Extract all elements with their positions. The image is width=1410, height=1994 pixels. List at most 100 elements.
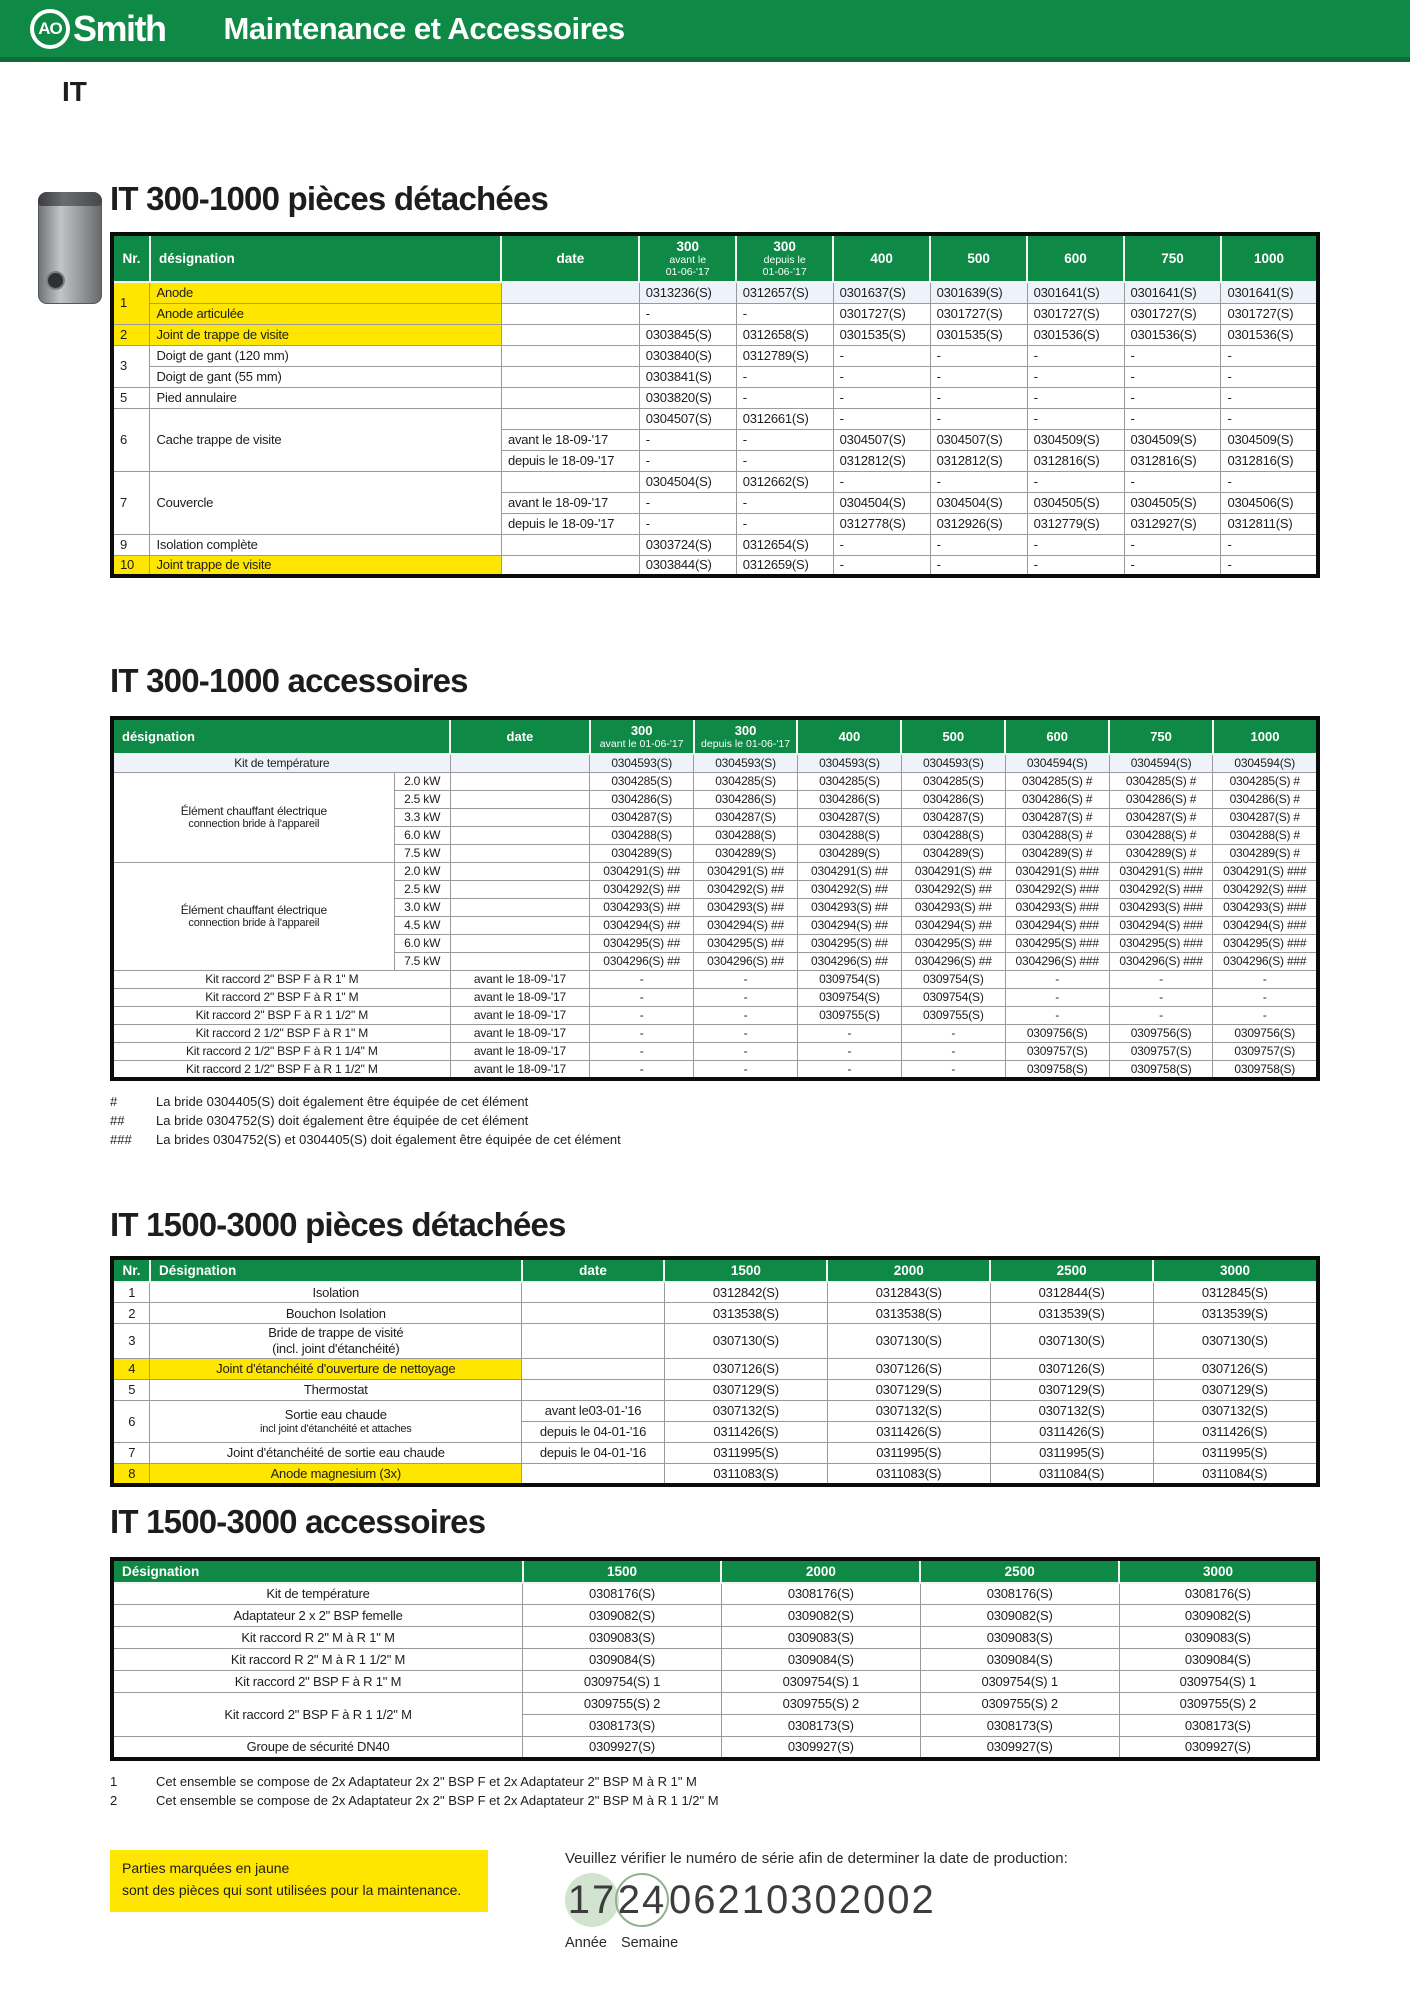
t2-cell: 0304289(S) # — [1212, 843, 1319, 863]
t3-cell: 0307132(S) — [989, 1400, 1154, 1423]
t2-cell: 0309756(S) — [1108, 1023, 1214, 1043]
serial-week-circle: 24 — [615, 1873, 669, 1928]
t2-row: 3.3 kW 0304287(S) 0304287(S) 0304287(S) 0304… — [112, 807, 1319, 827]
t3-cell: Thermostat — [149, 1379, 523, 1402]
t1-row: 9 Isolation complète 0303724(S) 0312654(S) -… — [111, 533, 1319, 556]
t3-row: 2 Bouchon Isolation 0313538(S) 0313538(S) 03… — [111, 1302, 1319, 1325]
t1-row: 3 Doigt de gant (120 mm) 0303840(S) 0312789… — [111, 344, 1319, 388]
t2-cell: 0304291(S) ## — [589, 861, 695, 881]
t2-cell: 2.0 kW — [393, 861, 451, 881]
t2-cell: 0304289(S) # — [1004, 843, 1110, 863]
t1-cell: 0304505(S) — [1026, 491, 1125, 514]
t3-header-row: Nr. Désignation date 1500 2000 2500 3000 — [111, 1256, 1319, 1283]
t2-cell: 0309758(S) — [1212, 1059, 1319, 1080]
t2-cell: Kit raccord 2 1/2" BSP F à R 1 1/2" M — [111, 1059, 451, 1080]
t2-cell: avant le 18-09-'17 — [449, 1023, 591, 1043]
t1-cell — [500, 554, 640, 577]
t3-cell: 0307129(S) — [1152, 1379, 1319, 1402]
t4-cell: 0309083(S) — [522, 1626, 722, 1650]
t2-cell: - — [693, 1041, 798, 1061]
serial-number: 17 24 06210302002 — [565, 1873, 1068, 1928]
t3-header-cell: 2000 — [826, 1256, 992, 1283]
t2-cell: avant le 18-09-'17 — [449, 1059, 591, 1080]
t3-row: 8 Anode magnesium (3x) 0311083(S) 0311083(S… — [111, 1463, 1319, 1486]
t2-header-cell: 500 — [900, 717, 1007, 756]
t1-cell: - — [832, 344, 931, 367]
t3-cell: Sortie eau chaude incl joint d'étanchéité… — [149, 1400, 523, 1444]
t2-cell: 0304296(S) ## — [900, 951, 1006, 971]
t3-cell: 0311084(S) — [989, 1463, 1154, 1486]
t1-cell: - — [1123, 365, 1222, 388]
t2-cell: 2.0 kW — [393, 771, 451, 791]
t1-cell: Doigt de gant (120 mm) — [149, 344, 502, 367]
t2-cell: Kit raccord 2" BSP F à R 1" M — [111, 969, 451, 989]
t2-cell: 0309756(S) — [1212, 1023, 1319, 1043]
t1-cell — [500, 323, 640, 346]
t2-cell: 0304285(S) — [589, 771, 695, 791]
t2-cell: - — [589, 1041, 695, 1061]
t2-header-cell: 1000 — [1211, 717, 1320, 756]
t4-cell: 0308173(S) — [919, 1714, 1120, 1738]
t1-row: depuis le 18-09-'17- -0312778(S) 0312926(S… — [112, 512, 1319, 535]
t2-cell: - — [796, 1023, 902, 1043]
water-heater-image — [38, 192, 102, 304]
t1-cell: Cache trappe de visite — [149, 407, 502, 472]
t3-cell: 5 — [111, 1379, 151, 1402]
t2-cell: 0304291(S) ### — [1108, 861, 1214, 881]
t3-cell: Joint d'étanchéité d'ouverture de nettoy… — [149, 1358, 523, 1381]
t1-row: avant le 18-09-'17- -0304504(S) 0304504(S)… — [112, 491, 1319, 514]
t3-cell: 0311995(S) — [989, 1442, 1154, 1465]
t1-cell — [500, 281, 640, 304]
t1-cell: - — [638, 491, 737, 514]
water-heater-cap — [38, 192, 102, 206]
t2-cell: 0304291(S) ## — [900, 861, 1006, 881]
t3-cell: 0311083(S) — [826, 1463, 991, 1486]
t3-cell: 0311995(S) — [826, 1442, 991, 1465]
t2-cell: 0304288(S) — [589, 825, 695, 845]
t2-cell: 0304292(S) ## — [796, 879, 902, 899]
t1-cell: 0304507(S) — [638, 407, 737, 430]
t2-cell: 3.3 kW — [393, 807, 451, 827]
t2-cell: - — [589, 1023, 695, 1043]
t1-cell: - — [929, 344, 1028, 367]
t4-cell: 0308176(S) — [522, 1582, 722, 1606]
t2-cell: 0309758(S) — [1108, 1059, 1214, 1080]
footnote: # La bride 0304405(S) doit également êtr… — [110, 1093, 1320, 1112]
t1-cell: - — [929, 365, 1028, 388]
t4-cell: 0308176(S) — [919, 1582, 1120, 1606]
t2-cell: 0304294(S) ## — [693, 915, 798, 935]
t2-cell: 0304594(S) — [1004, 753, 1110, 773]
footnote-marker: 1 — [110, 1773, 118, 1789]
page-footer: Parties marquées en jaune sont des pièce… — [110, 1850, 1320, 1951]
t3-cell — [521, 1302, 665, 1325]
serial-year-circle: 17 — [565, 1873, 619, 1928]
t1-row: avant le 18-09-'17- -0304507(S) 0304507(S)… — [112, 428, 1319, 451]
t1-cell: - — [832, 554, 931, 577]
t1-cell: 0301641(S) — [1026, 281, 1125, 304]
t1-cell: - — [735, 386, 834, 409]
t1-cell: - — [832, 470, 931, 493]
t4-cell: 0309754(S) 1 — [919, 1670, 1120, 1694]
t1-cell: 0304505(S) — [1123, 491, 1222, 514]
t2-cell: 7.5 kW — [393, 951, 451, 971]
t1-header-cell: date — [500, 232, 641, 284]
t3-cell: 0307132(S) — [826, 1400, 991, 1423]
t3-cell: 0307130(S) — [1152, 1323, 1319, 1360]
t3-cell: 0307126(S) — [663, 1358, 828, 1381]
t1-cell — [500, 407, 640, 430]
t2-cell: 0304292(S) ### — [1108, 879, 1214, 899]
t1-cell: - — [638, 428, 737, 451]
footnote-text: La bride 0304405(S) doit également être … — [156, 1094, 529, 1110]
t1-row: Doigt de gant (55 mm) 0303841(S) - - - - - - — [112, 365, 1319, 388]
t2-cell: 0304294(S) ## — [589, 915, 695, 935]
t1-cell: 0312779(S) — [1026, 512, 1125, 535]
t1-cell: 0303840(S) — [638, 344, 737, 367]
t2-cell: 0304289(S) — [796, 843, 902, 863]
footnote: 1 Cet ensemble se compose de 2x Adaptate… — [110, 1773, 1320, 1792]
t2-cell: 0304295(S) ### — [1004, 933, 1110, 953]
t2-row: Élément chauffant électrique connection b… — [111, 771, 1319, 863]
t1-cell: avant le 18-09-'17 — [500, 428, 640, 451]
